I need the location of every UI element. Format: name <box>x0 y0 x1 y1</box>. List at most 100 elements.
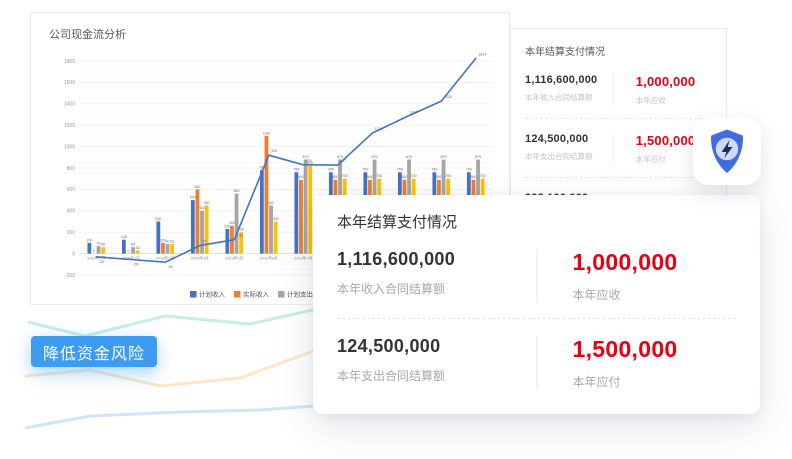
summary-row-income: 1,116,600,000 本年收入合同结算额 1,000,000 本年应收 <box>525 70 712 119</box>
svg-text:2019年3月: 2019年3月 <box>156 256 174 261</box>
popup-income-settlement-value: 1,116,600,000 <box>337 249 456 269</box>
popup-title: 本年结算支付情况 <box>337 214 458 231</box>
svg-text:1800: 1800 <box>64 59 75 65</box>
svg-text:2019年1月: 2019年1月 <box>87 256 105 261</box>
expense-settlement-label: 本年支出合同结算额 <box>525 152 593 161</box>
svg-text:90: 90 <box>170 239 174 243</box>
svg-text:760: 760 <box>328 168 334 172</box>
svg-text:690: 690 <box>436 175 442 179</box>
svg-text:500: 500 <box>190 196 196 200</box>
popup-income-settlement-label: 本年收入合同结算额 <box>337 282 446 296</box>
svg-text:760: 760 <box>362 168 368 172</box>
svg-text:690: 690 <box>401 175 407 179</box>
svg-text:2019年5月: 2019年5月 <box>225 256 243 261</box>
svg-text:130: 130 <box>121 235 127 239</box>
svg-text:690: 690 <box>298 175 304 179</box>
svg-text:70: 70 <box>97 242 101 246</box>
svg-text:879: 879 <box>441 155 447 159</box>
popup-expense-settlement-value: 124,500,000 <box>337 336 441 356</box>
cashflow-card-title: 公司现金流分析 <box>49 29 126 41</box>
popup-row-income: 1,116,600,000 本年收入合同结算额 1,000,000 本年应收 <box>337 232 736 319</box>
svg-text:560: 560 <box>234 189 240 193</box>
svg-text:300: 300 <box>273 217 279 221</box>
svg-text:1400: 1400 <box>64 102 75 108</box>
svg-text:300: 300 <box>155 217 161 221</box>
svg-text:1100: 1100 <box>263 131 271 135</box>
svg-text:400: 400 <box>199 206 205 210</box>
svg-text:1200: 1200 <box>64 123 75 129</box>
svg-text:-55: -55 <box>133 263 138 267</box>
popup-payable-value: 1,500,000 <box>572 336 678 362</box>
svg-text:1126: 1126 <box>375 127 383 131</box>
svg-text:450: 450 <box>268 201 274 205</box>
svg-text:实际收入: 实际收入 <box>243 290 270 299</box>
popup-row-expense: 124,500,000 本年支出合同结算额 1,500,000 本年应付 <box>337 319 736 405</box>
payable-label: 本年应付 <box>635 155 666 164</box>
svg-text:0: 0 <box>72 251 75 257</box>
svg-text:-80: -80 <box>168 265 173 269</box>
receivable-label: 本年应收 <box>635 96 666 105</box>
svg-text:260: 260 <box>229 221 235 225</box>
income-settlement-value: 1,116,600,000 <box>525 74 598 86</box>
svg-text:100: 100 <box>86 238 92 242</box>
svg-text:计划收入: 计划收入 <box>199 290 226 299</box>
svg-text:-200: -200 <box>65 273 75 279</box>
svg-text:230: 230 <box>224 224 230 228</box>
shield-icon <box>711 129 743 173</box>
svg-text:827: 827 <box>340 159 346 163</box>
svg-text:690: 690 <box>470 175 476 179</box>
svg-text:90: 90 <box>166 239 170 243</box>
svg-text:760: 760 <box>431 168 437 172</box>
svg-text:2019年7月: 2019年7月 <box>294 256 312 261</box>
popup-receivable-value: 1,000,000 <box>572 249 678 275</box>
svg-text:760: 760 <box>293 168 299 172</box>
svg-text:1824: 1824 <box>478 53 486 56</box>
svg-text:计划支出: 计划支出 <box>287 290 313 299</box>
security-shield-card <box>693 118 761 185</box>
svg-text:879: 879 <box>337 155 343 159</box>
svg-text:60: 60 <box>101 243 105 247</box>
svg-text:700: 700 <box>445 174 451 178</box>
svg-text:30: 30 <box>136 246 140 250</box>
svg-text:879: 879 <box>406 155 412 159</box>
svg-text:60: 60 <box>131 243 135 247</box>
svg-text:690: 690 <box>367 175 373 179</box>
svg-text:2019年2月: 2019年2月 <box>122 256 140 261</box>
svg-text:820: 820 <box>307 161 313 165</box>
svg-text:1000: 1000 <box>64 144 75 150</box>
svg-text:200: 200 <box>238 228 244 232</box>
summary-row-expense: 124,500,000 本年支出合同结算额 1,500,000 本年应付 <box>525 129 712 178</box>
svg-text:-30: -30 <box>99 260 104 264</box>
svg-text:760: 760 <box>466 168 472 172</box>
svg-text:780: 780 <box>259 166 265 170</box>
svg-text:0: 0 <box>127 249 129 253</box>
svg-text:75: 75 <box>202 240 206 244</box>
svg-text:2019年4月: 2019年4月 <box>191 256 209 261</box>
svg-text:200: 200 <box>67 230 76 236</box>
svg-text:700: 700 <box>411 174 417 178</box>
receivable-value: 1,000,000 <box>635 74 696 89</box>
svg-text:450: 450 <box>204 201 210 205</box>
svg-text:2019年6月: 2019年6月 <box>260 256 278 261</box>
popup-receivable-label: 本年应收 <box>572 288 621 302</box>
popup-payable-label: 本年应付 <box>572 375 621 389</box>
summary-panel-title: 本年结算支付情况 <box>525 47 605 58</box>
risk-reduction-badge[interactable]: 降低资金风险 <box>31 336 157 367</box>
svg-text:690: 690 <box>332 175 338 179</box>
svg-text:1425: 1425 <box>444 95 452 99</box>
popup-expense-settlement-label: 本年支出合同结算额 <box>337 369 446 383</box>
svg-text:100: 100 <box>160 238 166 242</box>
expense-settlement-value: 124,500,000 <box>525 133 589 145</box>
svg-text:600: 600 <box>67 187 76 193</box>
svg-text:760: 760 <box>397 168 403 172</box>
svg-text:700: 700 <box>480 174 486 178</box>
svg-text:1280: 1280 <box>409 111 417 115</box>
svg-text:830: 830 <box>306 159 312 163</box>
svg-text:1600: 1600 <box>64 80 75 86</box>
svg-text:879: 879 <box>372 155 378 159</box>
income-settlement-label: 本年收入合同结算额 <box>525 93 593 102</box>
svg-text:920: 920 <box>271 149 277 153</box>
svg-text:879: 879 <box>475 155 481 159</box>
svg-text:600: 600 <box>194 185 200 189</box>
payable-value: 1,500,000 <box>635 133 696 148</box>
